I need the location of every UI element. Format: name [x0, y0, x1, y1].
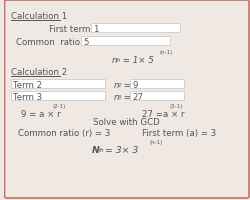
- Text: 9 = a × r: 9 = a × r: [21, 109, 61, 118]
- FancyBboxPatch shape: [81, 37, 170, 46]
- FancyBboxPatch shape: [91, 24, 179, 33]
- FancyBboxPatch shape: [12, 92, 105, 100]
- Text: n: n: [114, 93, 119, 101]
- Text: Term 2: Term 2: [13, 81, 42, 90]
- Text: N: N: [92, 145, 100, 154]
- Text: Calculation 2: Calculation 2: [12, 68, 68, 77]
- Text: (n-1): (n-1): [149, 139, 162, 144]
- FancyBboxPatch shape: [12, 80, 105, 89]
- Text: First term (a) = 3: First term (a) = 3: [141, 128, 215, 137]
- Text: Term 3: Term 3: [13, 93, 42, 101]
- Text: 1: 1: [93, 25, 98, 34]
- Text: Common  ratio: Common ratio: [16, 38, 80, 47]
- Text: =: =: [120, 81, 130, 90]
- Text: (n-1): (n-1): [159, 50, 172, 55]
- FancyBboxPatch shape: [129, 92, 183, 100]
- Text: Common ratio (r) = 3: Common ratio (r) = 3: [18, 128, 110, 137]
- Text: 2: 2: [118, 83, 121, 88]
- Text: th: th: [98, 147, 103, 152]
- FancyBboxPatch shape: [129, 80, 183, 89]
- Text: n: n: [114, 81, 119, 90]
- Text: First term: First term: [49, 25, 90, 34]
- Text: 27 =a × r: 27 =a × r: [141, 109, 183, 118]
- Text: Solve with GCD: Solve with GCD: [93, 117, 160, 126]
- Text: 9: 9: [132, 81, 138, 90]
- Text: th: th: [116, 58, 121, 63]
- Text: n: n: [112, 56, 117, 65]
- Text: =: =: [120, 93, 130, 101]
- Text: 3: 3: [118, 95, 121, 100]
- FancyBboxPatch shape: [4, 1, 248, 198]
- Text: Calculation 1: Calculation 1: [12, 12, 68, 21]
- Text: = 1× 5: = 1× 5: [120, 56, 153, 65]
- Text: (3-1): (3-1): [168, 103, 182, 108]
- Text: = 3× 3: = 3× 3: [102, 145, 138, 154]
- Text: (2-1): (2-1): [53, 103, 66, 108]
- Text: 27: 27: [132, 93, 143, 101]
- Text: 5: 5: [83, 38, 88, 47]
